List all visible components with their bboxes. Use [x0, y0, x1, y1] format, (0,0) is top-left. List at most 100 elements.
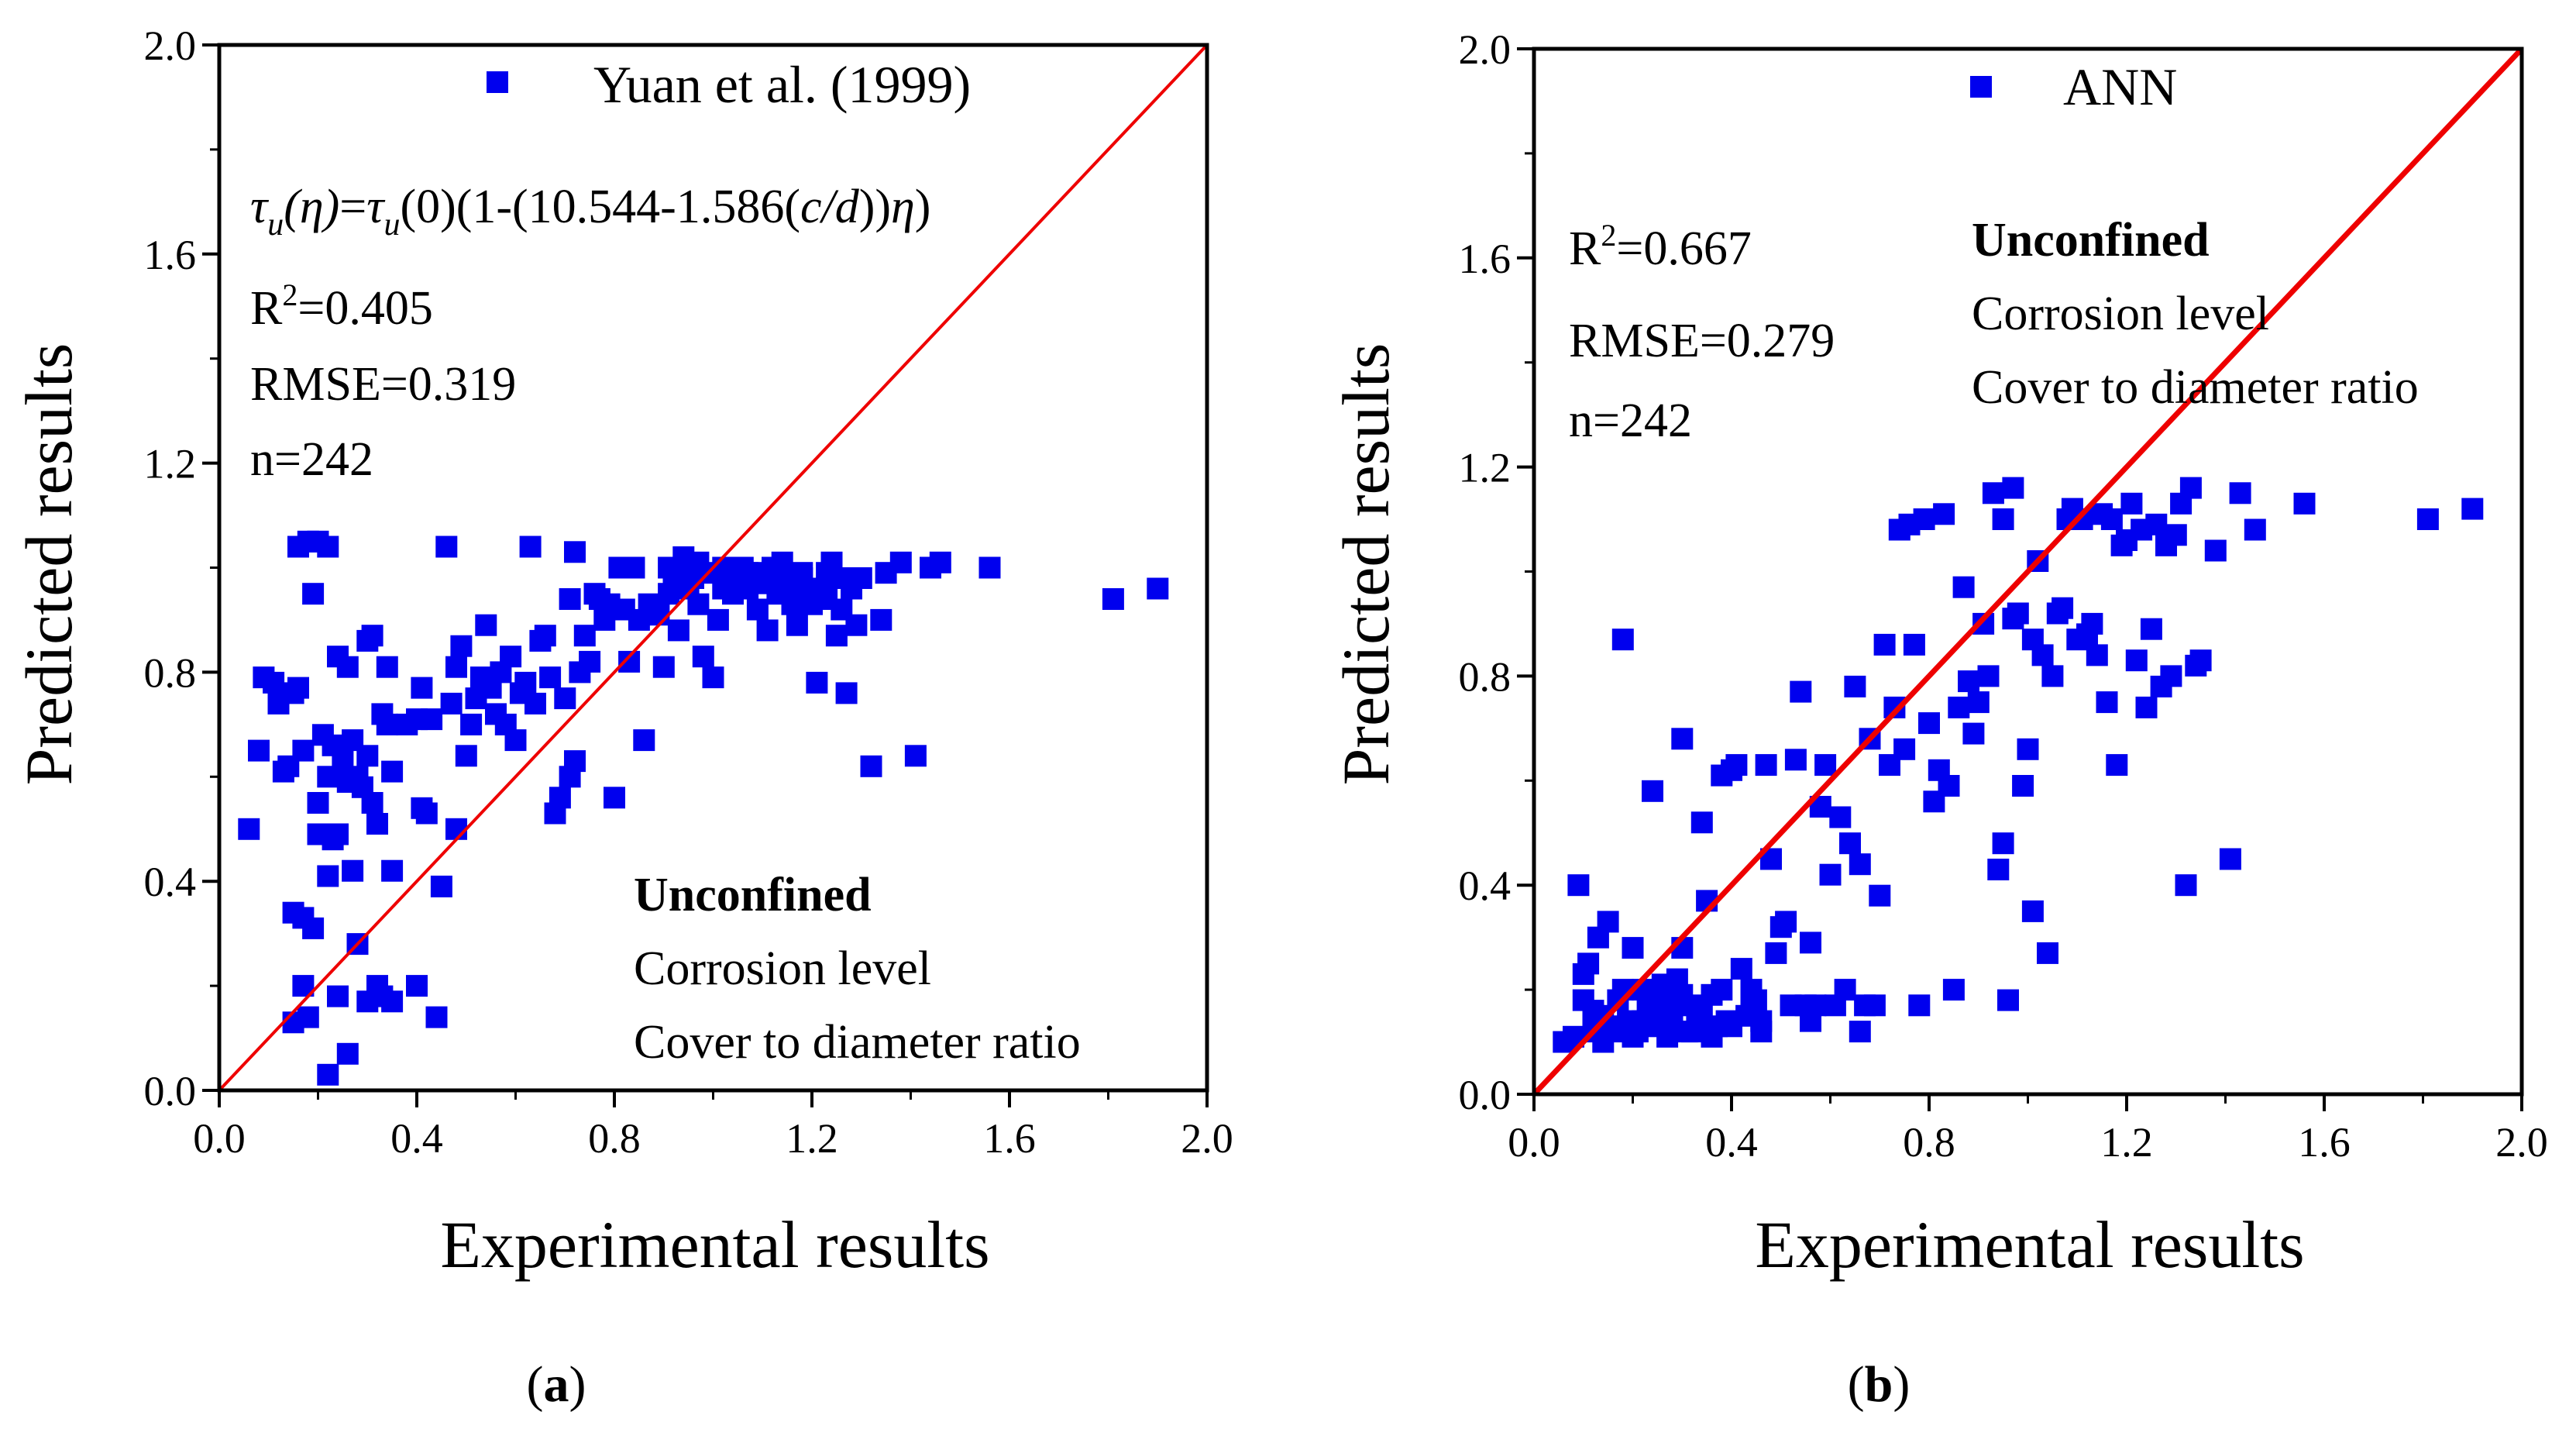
- data-point: [1671, 983, 1694, 1006]
- data-point: [475, 614, 497, 636]
- note-corrosion-b: Corrosion level: [1972, 288, 2269, 340]
- data-point: [411, 677, 433, 699]
- x-tick-label: 0.0: [1508, 1119, 1560, 1166]
- data-point: [1893, 738, 1916, 760]
- data-point: [1982, 482, 2004, 504]
- legend-marker-a: [487, 71, 508, 93]
- data-point: [435, 535, 458, 558]
- chart-panel-a: 0.0 0.4 0.8 1.2 1.6 2.0 0.0 0.4 0.8 1.2 1.6 2.0 Ex…: [12, 22, 1233, 1413]
- data-point: [1849, 1021, 1871, 1043]
- data-point: [1844, 675, 1866, 697]
- data-point: [1567, 874, 1590, 897]
- data-point: [835, 682, 858, 704]
- panel-label-b: (b): [1848, 1356, 1911, 1413]
- data-point: [1873, 633, 1896, 656]
- data-point: [667, 619, 690, 642]
- data-point: [1997, 989, 2019, 1011]
- data-point: [292, 739, 315, 762]
- data-point: [1775, 911, 1797, 933]
- data-point: [1721, 1015, 1742, 1038]
- note-cover-a: Cover to diameter ratio: [634, 1016, 1081, 1069]
- data-point: [978, 556, 1001, 579]
- data-point: [771, 577, 793, 600]
- y-tick-label: 1.2: [1459, 445, 1512, 491]
- data-point: [1642, 780, 1663, 802]
- y-tick-label: 0.0: [144, 1068, 197, 1114]
- x-tick-label: 0.4: [390, 1115, 443, 1162]
- data-point: [771, 551, 793, 573]
- data-point: [376, 713, 398, 735]
- data-point: [712, 577, 734, 600]
- data-point: [1725, 754, 1748, 777]
- data-point: [1765, 942, 1787, 964]
- data-point: [1750, 1010, 1773, 1032]
- x-axis-ticks-a: 0.0 0.4 0.8 1.2 1.6 2.0: [193, 1090, 1233, 1162]
- data-point: [342, 859, 364, 882]
- panel-label-a: (a): [527, 1356, 586, 1413]
- data-point: [806, 671, 828, 694]
- x-tick-label: 0.4: [1705, 1119, 1758, 1166]
- n-label-a: n=242: [250, 433, 373, 486]
- data-point: [248, 739, 270, 762]
- data-point: [238, 818, 260, 840]
- y-tick-label: 1.6: [144, 232, 197, 278]
- data-point: [1869, 884, 1891, 907]
- legend-label-a: Yuan et al. (1999): [593, 55, 971, 114]
- data-point: [2135, 696, 2158, 718]
- y-tick-label: 1.6: [1459, 236, 1512, 282]
- data-point: [1987, 859, 2010, 880]
- data-point: [1701, 1025, 1723, 1048]
- data-point: [317, 865, 339, 887]
- data-point: [366, 813, 388, 835]
- data-point: [534, 625, 556, 647]
- note-cover-b: Cover to diameter ratio: [1972, 361, 2419, 414]
- legend-label-b: ANN: [2063, 57, 2177, 116]
- data-point: [1690, 1000, 1713, 1022]
- data-point: [2416, 508, 2439, 530]
- data-point: [652, 656, 675, 678]
- data-point: [549, 787, 571, 809]
- data-point: [2204, 539, 2227, 562]
- data-point: [1952, 576, 1975, 598]
- y-tick-label: 0.0: [1459, 1072, 1512, 1118]
- data-point: [2140, 618, 2162, 640]
- data-point: [455, 745, 477, 767]
- data-point: [1642, 994, 1663, 1017]
- y-tick-label: 1.2: [144, 441, 197, 487]
- data-point: [1784, 749, 1807, 771]
- x-axis-label-b: Experimental results: [1755, 1207, 2304, 1282]
- data-point: [860, 755, 882, 777]
- data-point: [2189, 649, 2212, 672]
- data-point: [1908, 994, 1931, 1017]
- x-tick-label: 2.0: [2495, 1119, 2548, 1166]
- data-point: [1819, 863, 1842, 886]
- data-point: [1790, 680, 1812, 703]
- note-unconfined-a: Unconfined: [634, 869, 872, 921]
- data-point: [1651, 973, 1673, 996]
- data-point: [2017, 738, 2039, 760]
- data-point: [539, 666, 562, 689]
- data-point: [421, 708, 443, 731]
- data-point: [356, 990, 379, 1013]
- data-point: [633, 729, 655, 752]
- data-point: [658, 583, 680, 605]
- data-point: [1977, 665, 2000, 687]
- data-point: [559, 588, 581, 610]
- data-point: [889, 551, 912, 573]
- data-point: [361, 792, 383, 814]
- data-point: [825, 625, 848, 647]
- data-point: [1967, 691, 1990, 714]
- data-point: [2002, 608, 2024, 630]
- data-point: [756, 619, 779, 642]
- data-point: [1903, 633, 1925, 656]
- data-point: [445, 818, 467, 840]
- data-point: [1834, 979, 1856, 1001]
- data-point: [1849, 853, 1871, 876]
- x-tick-label: 0.8: [588, 1115, 641, 1162]
- data-point: [1829, 806, 1852, 828]
- data-point: [1958, 670, 1979, 693]
- data-point: [1611, 628, 1634, 651]
- data-point: [2125, 649, 2148, 672]
- x-tick-label: 1.2: [786, 1115, 838, 1162]
- data-point: [1814, 754, 1837, 777]
